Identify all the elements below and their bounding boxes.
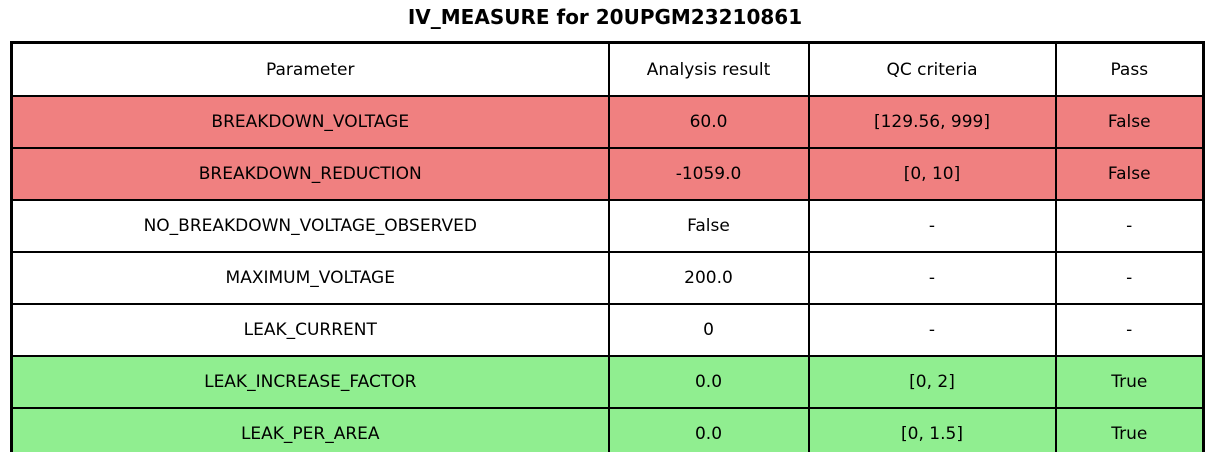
cell-parameter: NO_BREAKDOWN_VOLTAGE_OBSERVED <box>10 199 610 253</box>
cell-analysis-result: False <box>607 199 810 253</box>
cell-qc-criteria: - <box>807 199 1057 253</box>
table-body: BREAKDOWN_VOLTAGE 60.0 [129.56, 999] False B… <box>10 95 1205 452</box>
cell-analysis-result: 0 <box>607 303 810 357</box>
cell-analysis-result: 0.0 <box>607 355 810 409</box>
cell-pass: False <box>1054 147 1205 201</box>
table-row-neutral: LEAK_CURRENT 0- - <box>10 303 1205 357</box>
cell-parameter: MAXIMUM_VOLTAGE <box>10 251 610 305</box>
cell-parameter: BREAKDOWN_VOLTAGE <box>10 95 610 149</box>
cell-pass: - <box>1054 303 1205 357</box>
cell-pass: - <box>1054 199 1205 253</box>
cell-qc-criteria: [0, 10] <box>807 147 1057 201</box>
cell-analysis-result: -1059.0 <box>607 147 810 201</box>
cell-qc-criteria: - <box>807 251 1057 305</box>
column-header-parameter: Parameter <box>10 41 610 97</box>
table-row-pass: LEAK_INCREASE_FACTOR 0.0 [0, 2] True <box>10 355 1205 409</box>
cell-pass: True <box>1054 407 1205 452</box>
table-row-neutral: NO_BREAKDOWN_VOLTAGE_OBSERVED False - - <box>10 199 1205 253</box>
header-row: Parameter Analysis result QC criteria Pass <box>10 41 1205 97</box>
cell-pass: False <box>1054 95 1205 149</box>
cell-parameter: LEAK_PER_AREA <box>10 407 610 452</box>
cell-pass: True <box>1054 355 1205 409</box>
table-row-pass: LEAK_PER_AREA 0.0 [0, 1.5] True <box>10 407 1205 452</box>
figure-title: IV_MEASURE for 20UPGM23210861 <box>407 5 803 29</box>
cell-analysis-result: 60.0 <box>607 95 810 149</box>
cell-qc-criteria: [0, 1.5] <box>807 407 1057 452</box>
column-header-pass: Pass <box>1054 41 1205 97</box>
table-row-fail: BREAKDOWN_VOLTAGE 60.0 [129.56, 999] False <box>10 95 1205 149</box>
qc-results-table: Parameter Analysis result QC criteria Pass … <box>10 41 1205 452</box>
cell-qc-criteria: - <box>807 303 1057 357</box>
column-header-analysis-result: Analysis result <box>607 41 810 97</box>
cell-qc-criteria: [129.56, 999] <box>807 95 1057 149</box>
cell-qc-criteria: [0, 2] <box>807 355 1057 409</box>
cell-analysis-result: 0.0 <box>607 407 810 452</box>
cell-analysis-result: 200.0 <box>607 251 810 305</box>
cell-parameter: LEAK_CURRENT <box>10 303 610 357</box>
cell-parameter: BREAKDOWN_REDUCTION <box>10 147 610 201</box>
cell-pass: - <box>1054 251 1205 305</box>
cell-parameter: LEAK_INCREASE_FACTOR <box>10 355 610 409</box>
column-header-qc-criteria: QC criteria <box>807 41 1057 97</box>
table-row-neutral: MAXIMUM_VOLTAGE 200.0- - <box>10 251 1205 305</box>
table-row-fail: BREAKDOWN_REDUCTION -1059.0 [0, 10] False <box>10 147 1205 201</box>
